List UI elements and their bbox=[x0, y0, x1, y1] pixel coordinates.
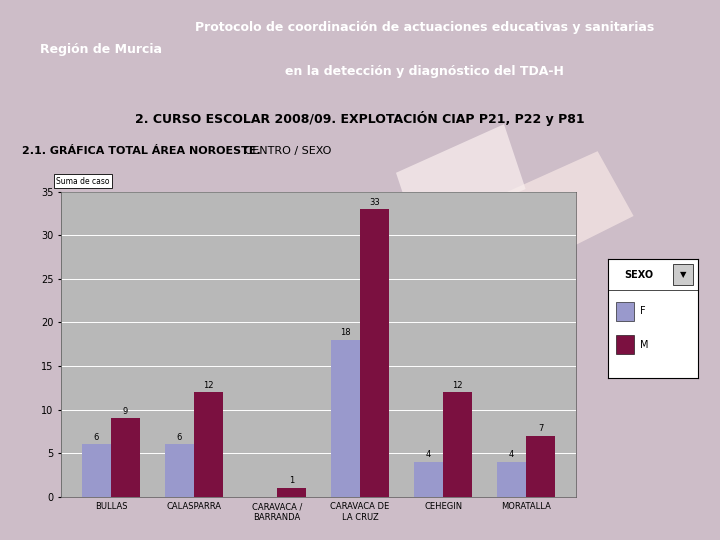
Bar bbox=[194, 392, 223, 497]
Bar bbox=[82, 444, 111, 497]
Text: 12: 12 bbox=[203, 381, 214, 389]
Bar bbox=[360, 209, 390, 497]
Bar bbox=[616, 335, 634, 354]
Bar bbox=[526, 436, 555, 497]
Text: M: M bbox=[640, 340, 649, 350]
Bar bbox=[443, 392, 472, 497]
Text: 6: 6 bbox=[177, 433, 182, 442]
Text: Protocolo de coordinación de actuaciones educativas y sanitarias: Protocolo de coordinación de actuaciones… bbox=[195, 22, 654, 35]
Bar bbox=[414, 462, 443, 497]
Bar bbox=[165, 444, 194, 497]
Text: 12: 12 bbox=[452, 381, 463, 389]
Text: 4: 4 bbox=[426, 450, 431, 460]
Text: SEXO: SEXO bbox=[625, 269, 654, 280]
Text: en la detección y diagnóstico del TDA-H: en la detección y diagnóstico del TDA-H bbox=[285, 65, 564, 78]
Bar bbox=[616, 302, 634, 321]
Text: 2.1. GRÁFICA TOTAL ÁREA NOROESTE.: 2.1. GRÁFICA TOTAL ÁREA NOROESTE. bbox=[22, 146, 261, 156]
Bar bbox=[277, 488, 306, 497]
Text: Región de Murcia: Región de Murcia bbox=[40, 43, 162, 57]
Text: 18: 18 bbox=[341, 328, 351, 338]
Text: 33: 33 bbox=[369, 198, 380, 206]
Text: 9: 9 bbox=[123, 407, 128, 416]
Bar bbox=[497, 462, 526, 497]
FancyBboxPatch shape bbox=[673, 264, 693, 285]
Text: F: F bbox=[640, 307, 646, 316]
Text: 2. CURSO ESCOLAR 2008/09. EXPLOTACIÓN CIAP P21, P22 y P81: 2. CURSO ESCOLAR 2008/09. EXPLOTACIÓN CI… bbox=[135, 111, 585, 126]
Bar bbox=[111, 418, 140, 497]
Text: 7: 7 bbox=[538, 424, 544, 433]
Text: CENTRO / SEXO: CENTRO / SEXO bbox=[241, 146, 332, 156]
Text: ▼: ▼ bbox=[680, 270, 686, 279]
Text: 6: 6 bbox=[94, 433, 99, 442]
Text: 4: 4 bbox=[509, 450, 514, 460]
Text: Suma de caso: Suma de caso bbox=[56, 177, 109, 186]
Bar bbox=[331, 340, 360, 497]
Text: 1: 1 bbox=[289, 476, 294, 485]
